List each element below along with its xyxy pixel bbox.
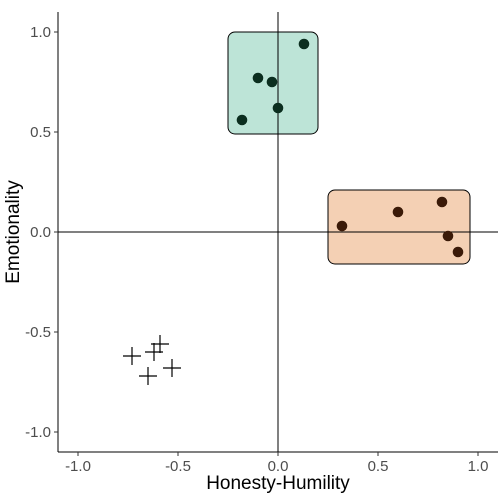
cluster-box-2 — [327, 189, 471, 265]
data-point-series-1 — [236, 114, 248, 126]
data-point-series-2 — [436, 196, 448, 208]
data-point-series-2 — [392, 206, 404, 218]
x-axis-title: Honesty-Humility — [206, 473, 350, 494]
data-point-series-2 — [452, 246, 464, 258]
x-tick-label: 0.0 — [268, 458, 289, 475]
data-point-series-2 — [442, 230, 454, 242]
x-tick-label: 0.5 — [368, 458, 389, 475]
y-axis-title: Emotionality — [3, 180, 24, 284]
x-tick-label: -1.0 — [65, 458, 91, 475]
y-tick-label: -1.0 — [25, 424, 51, 441]
y-tick-label: 0.0 — [30, 224, 51, 241]
y-tick-label: 0.5 — [30, 124, 51, 141]
x-tick-label: 1.0 — [468, 458, 489, 475]
y-tick-label: -0.5 — [25, 324, 51, 341]
cross-point — [123, 347, 141, 365]
cross-point — [139, 367, 157, 385]
data-point-series-1 — [252, 72, 264, 84]
data-point-series-1 — [266, 76, 278, 88]
plot-area: -1.0 -0.5 0.0 0.5 1.0 -1.0 -0.5 0.0 0.5 1.0 — [25, 12, 498, 475]
y-tick-label: 1.0 — [30, 24, 51, 41]
cross-point — [151, 335, 169, 353]
x-tick-label: -0.5 — [165, 458, 191, 475]
data-point-series-2 — [336, 220, 348, 232]
cross-point — [163, 359, 181, 377]
data-point-series-1 — [272, 102, 284, 114]
data-point-series-1 — [298, 38, 310, 50]
